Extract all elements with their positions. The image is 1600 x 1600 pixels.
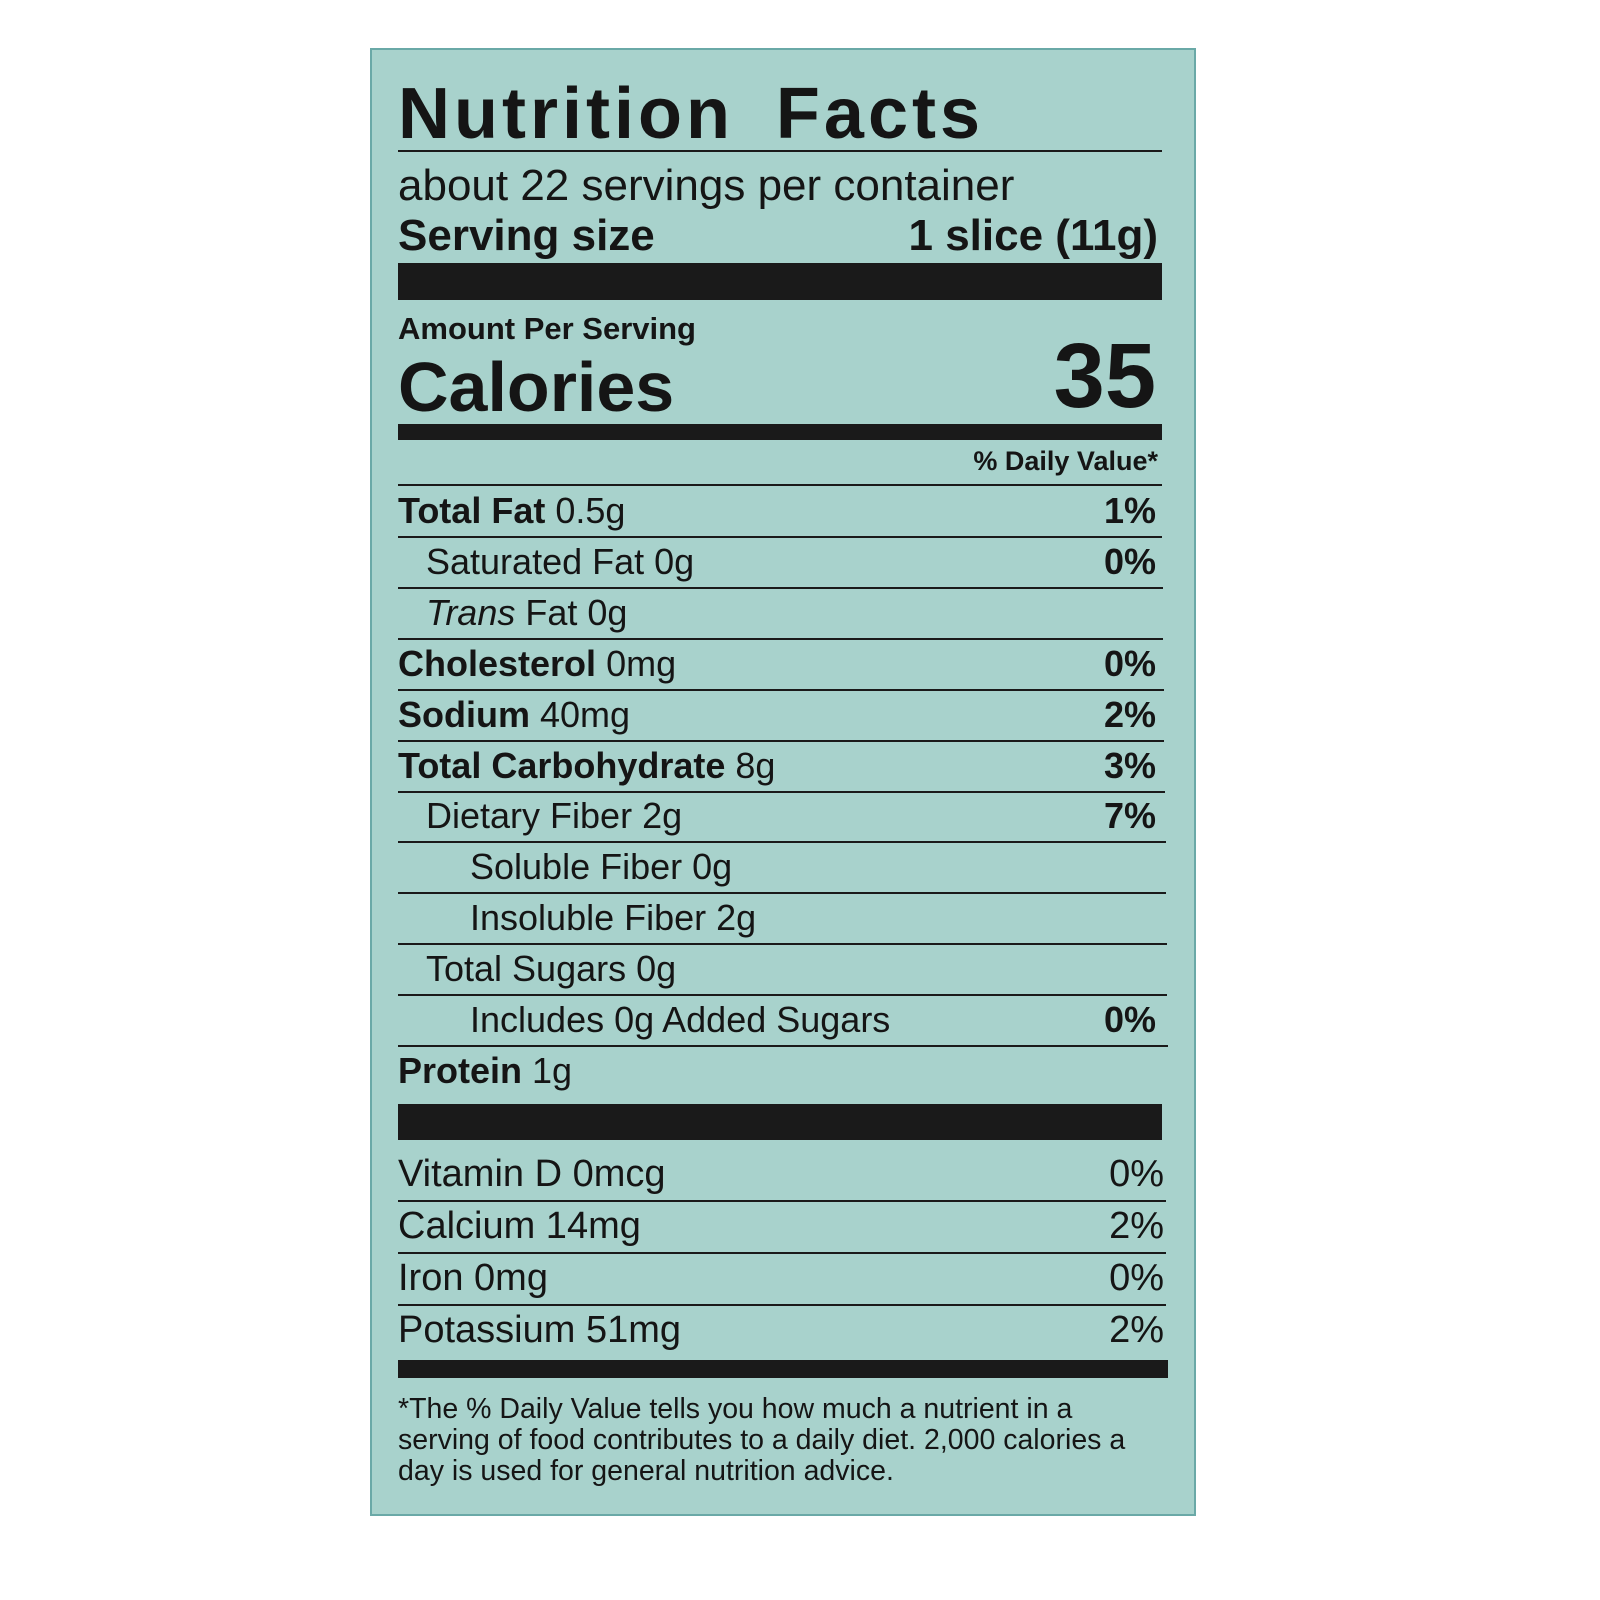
nutrient-row: Insoluble Fiber 2g: [470, 900, 756, 936]
nutrient-amount: 0.5g: [555, 490, 626, 531]
calories-value: 35: [1053, 325, 1156, 427]
vitamin-dv: 0%: [1109, 1153, 1164, 1195]
nutrient-label: Sodium: [398, 693, 530, 735]
nutrient-row: Total Fat 0.5g: [398, 493, 625, 529]
nutrient-amount: 0g: [587, 591, 628, 633]
calories-label: Calories: [398, 348, 675, 426]
nutrient-label: Includes 0g Added Sugars: [470, 999, 891, 1040]
rule: [398, 536, 1162, 538]
rule: [398, 1200, 1166, 1202]
nutrient-amount: 8g: [735, 744, 776, 786]
daily-value: 7%: [1103, 795, 1156, 837]
nutrient-row: Includes 0g Added Sugars: [470, 1002, 890, 1038]
nutrient-row: Cholesterol 0mg: [398, 642, 677, 684]
vitamin-dv: 2%: [1109, 1205, 1164, 1247]
nutrient-amount: 2g: [716, 897, 757, 939]
rule: [398, 637, 1164, 640]
amount-per-serving: Amount Per Serving: [398, 311, 696, 346]
rule: [398, 739, 1165, 742]
nutrient-row: Total Carbohydrate 8g: [398, 744, 776, 786]
footnote: *The % Daily Value tells you how much a …: [398, 1393, 1126, 1487]
nutrient-row: Trans Fat 0g: [426, 591, 628, 633]
vitamin-dv: 2%: [1109, 1309, 1164, 1351]
nutrient-amount: 40mg: [540, 693, 631, 735]
nutrient-label: Dietary Fiber: [426, 795, 633, 837]
nutrient-row: Total Sugars 0g: [426, 951, 676, 987]
nutrient-amount: 0g: [692, 846, 733, 888]
thick-bar: [398, 263, 1162, 300]
daily-value: 2%: [1103, 693, 1156, 735]
thick-bar: [398, 1360, 1168, 1378]
nutrient-label: Saturated Fat: [426, 540, 645, 582]
thick-bar: [398, 424, 1162, 440]
rule: [398, 790, 1165, 793]
rule: [398, 1304, 1166, 1306]
daily-value-header: % Daily Value*: [973, 446, 1158, 476]
nutrient-label: Total Fat: [398, 490, 546, 531]
nutrient-label: Total Sugars: [426, 948, 627, 990]
serving-size-value: 1 slice (11g): [908, 211, 1158, 260]
nutrient-label-italic: Trans: [426, 591, 516, 633]
daily-value: 3%: [1103, 744, 1156, 786]
nutrient-row: Saturated Fat 0g: [426, 540, 695, 582]
rule: [398, 943, 1167, 946]
servings: about 22 servings per container: [398, 161, 1015, 210]
rule: [398, 484, 1162, 486]
nutrient-row: Soluble Fiber 0g: [470, 849, 732, 885]
rule: [398, 892, 1167, 895]
nutrient-amount: 0g: [636, 948, 677, 990]
rule: [398, 1252, 1166, 1254]
nutrient-label: Cholesterol: [398, 642, 597, 684]
daily-value: 0%: [1103, 999, 1156, 1040]
vitamin-dv: 0%: [1109, 1257, 1164, 1299]
nutrient-label: Protein: [398, 1049, 523, 1091]
rule: [398, 1045, 1168, 1047]
nutrient-amount: 1g: [532, 1049, 573, 1091]
daily-value: 1%: [1103, 490, 1156, 531]
nutrient-amount: 2g: [642, 795, 683, 837]
vitamin-label: Calcium 14mg: [398, 1205, 641, 1247]
nutrient-row: Dietary Fiber 2g: [426, 798, 682, 834]
nutrient-label: Fat: [525, 591, 578, 633]
rule: [398, 586, 1163, 589]
title: Nutrition Facts: [398, 74, 985, 154]
rule: [398, 688, 1164, 691]
vitamin-label: Vitamin D 0mcg: [398, 1153, 666, 1195]
rule: [398, 150, 1162, 152]
rule: [398, 841, 1166, 844]
daily-value: 0%: [1103, 540, 1156, 582]
serving-size-label: Serving size: [398, 211, 655, 260]
vitamin-label: Potassium 51mg: [398, 1309, 682, 1351]
nutrient-label: Total Carbohydrate: [398, 744, 726, 786]
nutrient-amount: 0mg: [606, 642, 677, 684]
vitamin-label: Iron 0mg: [398, 1257, 548, 1299]
thick-bar: [398, 1104, 1162, 1140]
nutrient-amount: 0g: [654, 540, 695, 582]
daily-value: 0%: [1103, 642, 1156, 684]
rule: [398, 994, 1168, 997]
nutrient-row: Sodium 40mg: [398, 693, 631, 735]
nutrient-label: Insoluble Fiber: [470, 897, 707, 939]
nutrient-label: Soluble Fiber: [470, 846, 683, 888]
nutrient-row: Protein 1g: [398, 1049, 573, 1091]
